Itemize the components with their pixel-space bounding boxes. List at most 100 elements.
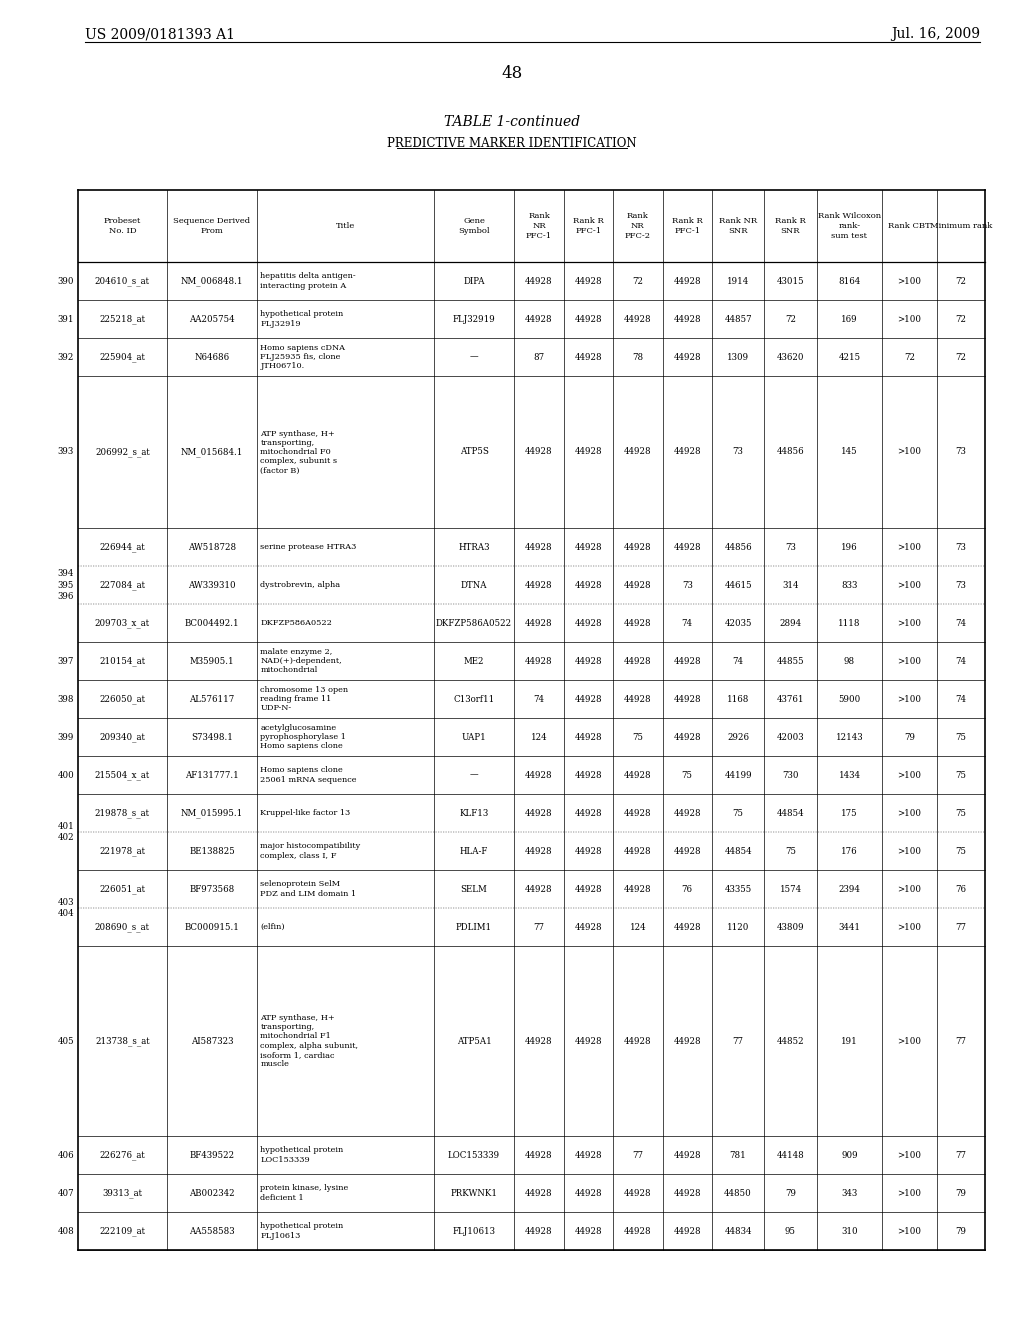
Text: 44834: 44834 (724, 1226, 752, 1236)
Text: 399: 399 (57, 733, 74, 742)
Text: 226050_at: 226050_at (99, 694, 145, 704)
Text: 406: 406 (57, 1151, 74, 1159)
Text: 79: 79 (904, 733, 914, 742)
Text: 75: 75 (955, 846, 967, 855)
Text: 196: 196 (841, 543, 858, 552)
Text: 44928: 44928 (574, 314, 602, 323)
Text: 1118: 1118 (839, 619, 861, 627)
Text: 44928: 44928 (624, 846, 651, 855)
Text: 74: 74 (955, 656, 967, 665)
Text: 73: 73 (785, 543, 796, 552)
Text: 44928: 44928 (624, 619, 651, 627)
Text: 42003: 42003 (776, 733, 804, 742)
Text: >100: >100 (897, 656, 922, 665)
Text: 43761: 43761 (777, 694, 804, 704)
Text: 44148: 44148 (776, 1151, 805, 1159)
Text: >100: >100 (897, 694, 922, 704)
Text: 87: 87 (534, 352, 545, 362)
Text: 44928: 44928 (624, 543, 651, 552)
Text: 44928: 44928 (674, 276, 701, 285)
Text: 12143: 12143 (836, 733, 863, 742)
Text: 72: 72 (955, 314, 967, 323)
Text: 44928: 44928 (525, 314, 553, 323)
Text: 407: 407 (57, 1188, 74, 1197)
Text: Title: Title (336, 222, 355, 230)
Text: 44928: 44928 (624, 694, 651, 704)
Text: 44928: 44928 (674, 1188, 701, 1197)
Text: malate enzyme 2,
NAD(+)-dependent,
mitochondrial: malate enzyme 2, NAD(+)-dependent, mitoc… (260, 648, 342, 675)
Text: 44928: 44928 (674, 1036, 701, 1045)
Text: 314: 314 (782, 581, 799, 590)
Text: KLF13: KLF13 (460, 808, 488, 817)
Text: 401
402: 401 402 (57, 822, 74, 842)
Text: 225218_at: 225218_at (99, 314, 145, 323)
Text: 175: 175 (841, 808, 858, 817)
Text: 44928: 44928 (574, 656, 602, 665)
Text: 74: 74 (955, 619, 967, 627)
Text: ATP synthase, H+
transporting,
mitochondrial F0
complex, subunit s
(factor B): ATP synthase, H+ transporting, mitochond… (260, 429, 338, 474)
Text: S73498.1: S73498.1 (191, 733, 233, 742)
Text: 77: 77 (732, 1036, 743, 1045)
Text: >100: >100 (897, 1151, 922, 1159)
Text: 43355: 43355 (724, 884, 752, 894)
Text: 176: 176 (841, 846, 858, 855)
Text: Rank CBT: Rank CBT (888, 222, 931, 230)
Text: ATP5S: ATP5S (460, 447, 488, 457)
Text: chromosome 13 open
reading frame 11
UDP-N-: chromosome 13 open reading frame 11 UDP-… (260, 686, 348, 713)
Text: 44928: 44928 (525, 581, 553, 590)
Text: 208690_s_at: 208690_s_at (95, 923, 150, 932)
Text: 75: 75 (732, 808, 743, 817)
Text: 44856: 44856 (776, 447, 804, 457)
Text: 44928: 44928 (574, 694, 602, 704)
Text: 44928: 44928 (624, 314, 651, 323)
Text: 44928: 44928 (624, 1188, 651, 1197)
Text: 44928: 44928 (525, 543, 553, 552)
Text: 44928: 44928 (574, 1036, 602, 1045)
Text: 44850: 44850 (724, 1188, 752, 1197)
Text: 206992_s_at: 206992_s_at (95, 447, 150, 457)
Text: 226276_at: 226276_at (99, 1150, 145, 1160)
Text: 124: 124 (630, 923, 646, 932)
Text: 79: 79 (955, 1188, 967, 1197)
Text: 226051_at: 226051_at (99, 884, 145, 894)
Text: 44928: 44928 (674, 314, 701, 323)
Text: TABLE 1-continued: TABLE 1-continued (444, 115, 580, 129)
Text: 73: 73 (955, 447, 967, 457)
Text: 44852: 44852 (776, 1036, 804, 1045)
Text: 76: 76 (955, 884, 967, 894)
Text: 44928: 44928 (574, 771, 602, 780)
Text: C13orf11: C13orf11 (454, 694, 495, 704)
Text: >100: >100 (897, 846, 922, 855)
Text: BC004492.1: BC004492.1 (184, 619, 240, 627)
Text: 44928: 44928 (574, 846, 602, 855)
Text: 394
395
396: 394 395 396 (57, 569, 74, 601)
Text: 391: 391 (57, 314, 74, 323)
Text: 44928: 44928 (525, 656, 553, 665)
Text: 44855: 44855 (776, 656, 804, 665)
Text: >100: >100 (897, 808, 922, 817)
Text: hypothetical protein
LOC153339: hypothetical protein LOC153339 (260, 1146, 344, 1164)
Text: 169: 169 (841, 314, 858, 323)
Text: 44928: 44928 (624, 771, 651, 780)
Text: AA205754: AA205754 (189, 314, 234, 323)
Text: 44928: 44928 (624, 884, 651, 894)
Text: >100: >100 (897, 543, 922, 552)
Text: LOC153339: LOC153339 (447, 1151, 500, 1159)
Text: PREDICTIVE MARKER IDENTIFICATION: PREDICTIVE MARKER IDENTIFICATION (387, 137, 637, 150)
Text: 405: 405 (57, 1036, 74, 1045)
Text: 44928: 44928 (674, 543, 701, 552)
Text: major histocompatibility
complex, class I, F: major histocompatibility complex, class … (260, 842, 360, 859)
Text: FLJ32919: FLJ32919 (453, 314, 496, 323)
Text: 44928: 44928 (525, 1036, 553, 1045)
Text: AW518728: AW518728 (188, 543, 237, 552)
Text: AB002342: AB002342 (189, 1188, 234, 1197)
Text: >100: >100 (897, 884, 922, 894)
Text: 408: 408 (57, 1226, 74, 1236)
Text: 833: 833 (842, 581, 858, 590)
Text: 44928: 44928 (624, 1226, 651, 1236)
Text: 400: 400 (57, 771, 74, 780)
Text: 2894: 2894 (779, 619, 802, 627)
Text: 75: 75 (682, 771, 692, 780)
Text: 73: 73 (955, 581, 967, 590)
Text: 44928: 44928 (525, 1151, 553, 1159)
